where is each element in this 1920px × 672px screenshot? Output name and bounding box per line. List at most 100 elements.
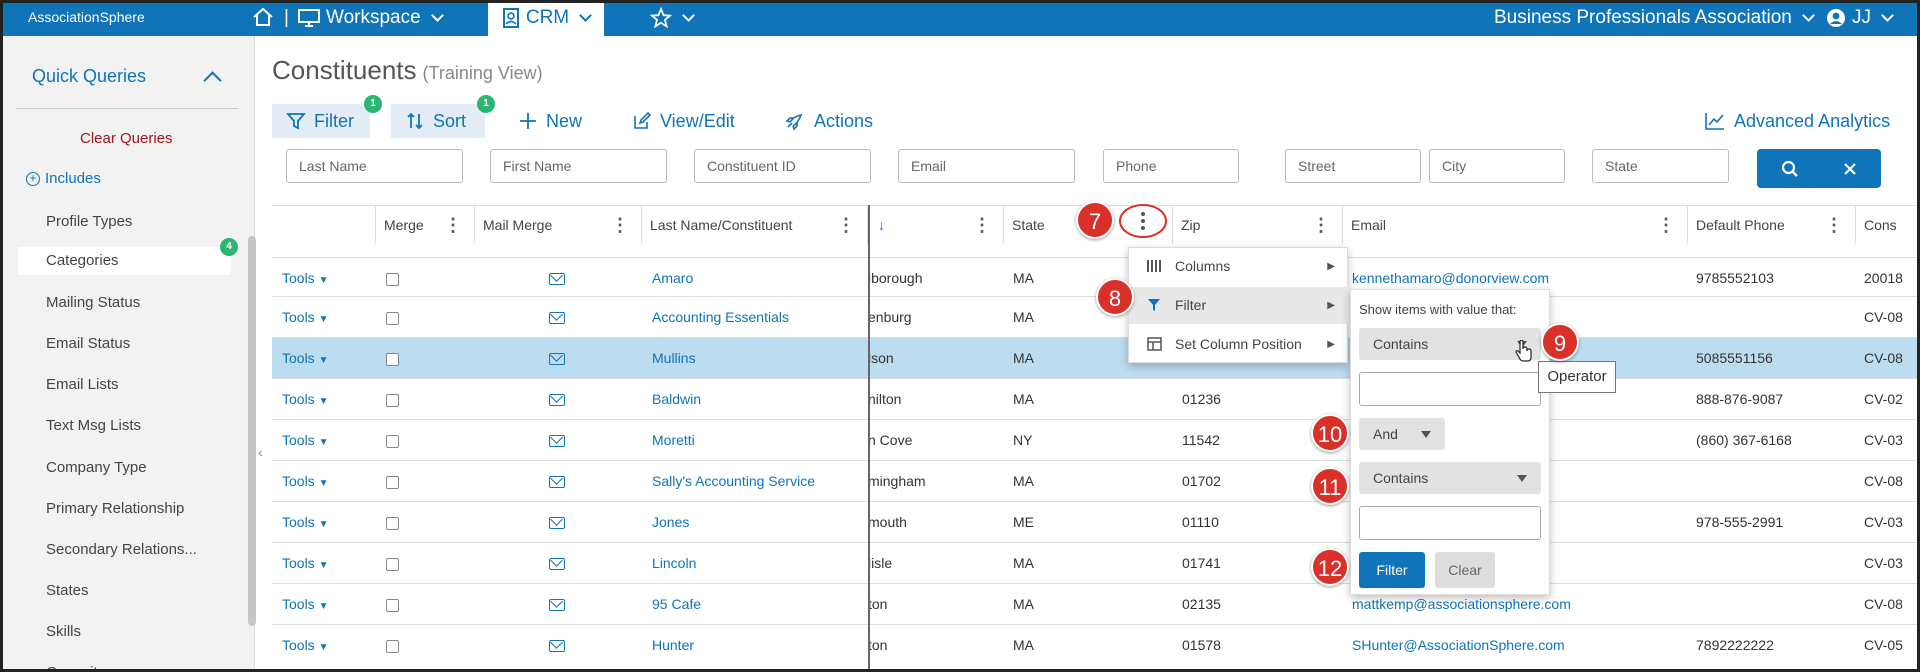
tools-dropdown[interactable]: Tools: [282, 637, 315, 653]
new-button[interactable]: New: [504, 104, 596, 138]
sidebar-item-email-status[interactable]: Email Status: [46, 335, 131, 352]
filter-phone-input[interactable]: Phone: [1103, 149, 1239, 183]
merge-checkbox[interactable]: [386, 475, 399, 489]
includes-toggle[interactable]: + Includes: [26, 170, 101, 187]
tools-dropdown[interactable]: Tools: [282, 555, 315, 571]
constituent-name-link[interactable]: Hunter: [652, 637, 695, 653]
sidebar-item-profile-types[interactable]: Profile Types: [46, 213, 133, 230]
sidebar-item-states[interactable]: States: [46, 582, 89, 599]
sidebar-item-primary-relationship[interactable]: Primary Relationship: [46, 500, 185, 517]
apply-filter-button[interactable]: Filter: [1359, 552, 1425, 588]
filter-last-name-input[interactable]: Last Name: [286, 149, 463, 183]
mail-merge-envelope-icon[interactable]: [549, 558, 565, 571]
column-menu-icon[interactable]: ⋮: [444, 215, 462, 235]
table-row[interactable]: Tools ▼ Jones mouth ME 01110 978-555-2991 CV-0…: [272, 501, 1920, 542]
merge-checkbox[interactable]: [386, 311, 399, 325]
tools-dropdown[interactable]: Tools: [282, 270, 315, 286]
column-menu-icon[interactable]: ⋮: [611, 215, 629, 235]
table-row[interactable]: Tools ▼ Mullins lson MA 5085551156 CV-08: [272, 337, 1920, 378]
operator-select-1[interactable]: Contains: [1359, 328, 1541, 360]
constituent-name-link[interactable]: Sally's Accounting Service: [652, 473, 815, 489]
logic-select[interactable]: And: [1359, 418, 1445, 450]
sidebar-item-committees[interactable]: Commit...: [46, 664, 110, 672]
merge-checkbox[interactable]: [386, 516, 399, 530]
column-header-zip[interactable]: Zip ⋮: [1173, 206, 1343, 244]
tools-dropdown[interactable]: Tools: [282, 391, 315, 407]
view-edit-button[interactable]: View/Edit: [618, 104, 749, 138]
merge-checkbox[interactable]: [386, 557, 399, 571]
state-column-menu-button[interactable]: [1117, 200, 1169, 242]
menu-item-columns[interactable]: Columns ▶: [1129, 248, 1349, 285]
tools-dropdown[interactable]: Tools: [282, 432, 315, 448]
column-header-last-name[interactable]: Last Name/Constituent ⋮: [642, 206, 868, 244]
menu-item-set-column-position[interactable]: Set Column Position ▶: [1129, 326, 1349, 363]
app-logo[interactable]: AssociationSphere: [28, 9, 145, 25]
table-row[interactable]: Tools ▼ Hunter ton MA 01578 SHunter@Associati…: [272, 624, 1920, 665]
table-row[interactable]: Tools ▼ Sally's Accounting Service mingham…: [272, 460, 1920, 501]
merge-checkbox[interactable]: [386, 639, 399, 653]
organization-menu[interactable]: Business Professionals Association: [1494, 7, 1815, 29]
sidebar-scrollbar[interactable]: [248, 236, 256, 626]
clear-filter-button[interactable]: Clear: [1435, 552, 1495, 588]
filter-value-input-1[interactable]: [1359, 372, 1541, 406]
merge-checkbox[interactable]: [386, 272, 399, 286]
home-button[interactable]: [252, 7, 274, 27]
filter-street-input[interactable]: Street: [1285, 149, 1421, 183]
tools-dropdown[interactable]: Tools: [282, 473, 315, 489]
menu-item-filter[interactable]: Filter ▶: [1129, 287, 1349, 324]
column-header-email[interactable]: Email ⋮: [1343, 206, 1688, 244]
column-menu-icon[interactable]: ⋮: [1825, 215, 1843, 235]
mail-merge-envelope-icon[interactable]: [549, 476, 565, 489]
table-row[interactable]: Tools ▼ Moretti n Cove NY 11542 (860) 367-616…: [272, 419, 1920, 460]
advanced-analytics-button[interactable]: Advanced Analytics: [1690, 104, 1904, 138]
constituent-name-link[interactable]: Mullins: [652, 350, 696, 366]
quick-queries-header[interactable]: Quick Queries: [32, 66, 147, 86]
column-header-merge[interactable]: Merge ⋮: [376, 206, 475, 244]
sidebar-item-skills[interactable]: Skills: [46, 623, 82, 640]
chevron-up-icon[interactable]: [203, 71, 222, 90]
merge-checkbox[interactable]: [386, 434, 399, 448]
mail-merge-envelope-icon[interactable]: [549, 312, 565, 325]
sidebar-item-company-type[interactable]: Company Type: [46, 459, 147, 476]
workspace-menu[interactable]: Workspace: [298, 7, 444, 29]
actions-button[interactable]: Actions: [770, 104, 887, 138]
crm-tab[interactable]: CRM: [488, 0, 604, 36]
mail-merge-envelope-icon[interactable]: [549, 435, 565, 448]
filter-state-input[interactable]: State: [1592, 149, 1729, 183]
tools-dropdown[interactable]: Tools: [282, 596, 315, 612]
constituent-name-link[interactable]: 95 Cafe: [652, 596, 702, 612]
sidebar-item-email-lists[interactable]: Email Lists: [46, 376, 119, 393]
filter-button[interactable]: Filter: [272, 104, 370, 138]
merge-checkbox[interactable]: [386, 352, 399, 366]
close-icon[interactable]: [1843, 162, 1857, 176]
clear-queries-link[interactable]: Clear Queries: [80, 130, 173, 147]
constituent-name-link[interactable]: Jones: [652, 514, 690, 530]
sidebar-item-mailing-status[interactable]: Mailing Status: [46, 294, 141, 311]
constituent-name-link[interactable]: Accounting Essentials: [652, 309, 789, 325]
user-menu[interactable]: JJ: [1826, 7, 1894, 29]
search-icon[interactable]: [1781, 160, 1799, 178]
filter-first-name-input[interactable]: First Name: [490, 149, 667, 183]
tools-dropdown[interactable]: Tools: [282, 514, 315, 530]
column-menu-icon[interactable]: ⋮: [1312, 215, 1330, 235]
column-header-mail-merge[interactable]: Mail Merge ⋮: [475, 206, 642, 244]
merge-checkbox[interactable]: [386, 598, 399, 612]
tools-dropdown[interactable]: Tools: [282, 350, 315, 366]
column-menu-icon[interactable]: ⋮: [973, 215, 991, 235]
mail-merge-envelope-icon[interactable]: [549, 353, 565, 366]
filter-value-input-2[interactable]: [1359, 506, 1541, 540]
email-link[interactable]: SHunter@AssociationSphere.com: [1352, 637, 1565, 653]
merge-checkbox[interactable]: [386, 393, 399, 407]
mail-merge-envelope-icon[interactable]: [549, 517, 565, 530]
column-menu-icon[interactable]: ⋮: [1657, 215, 1675, 235]
filter-constituent-id-input[interactable]: Constituent ID: [694, 149, 871, 183]
table-row[interactable]: Tools ▼ 95 Cafe ton MA 02135 mattkemp@associa…: [272, 583, 1920, 624]
sort-button[interactable]: Sort: [391, 104, 485, 138]
filter-city-input[interactable]: City: [1429, 149, 1565, 183]
tools-dropdown[interactable]: Tools: [282, 309, 315, 325]
favorites-menu[interactable]: [650, 7, 695, 29]
table-row[interactable]: Tools ▼ Baldwin nilton MA 01236 888-876-9087 C…: [272, 378, 1920, 419]
column-header-city[interactable]: ↓ ⋮: [870, 206, 1004, 244]
mail-merge-envelope-icon[interactable]: [549, 640, 565, 653]
mail-merge-envelope-icon[interactable]: [549, 273, 565, 286]
